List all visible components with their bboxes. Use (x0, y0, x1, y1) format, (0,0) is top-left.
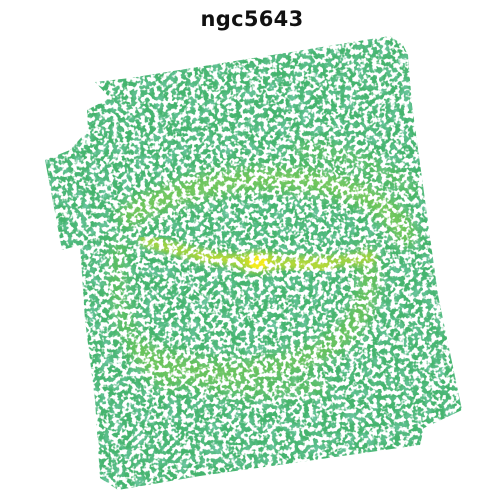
figure-title: ngc5643 (200, 7, 304, 31)
